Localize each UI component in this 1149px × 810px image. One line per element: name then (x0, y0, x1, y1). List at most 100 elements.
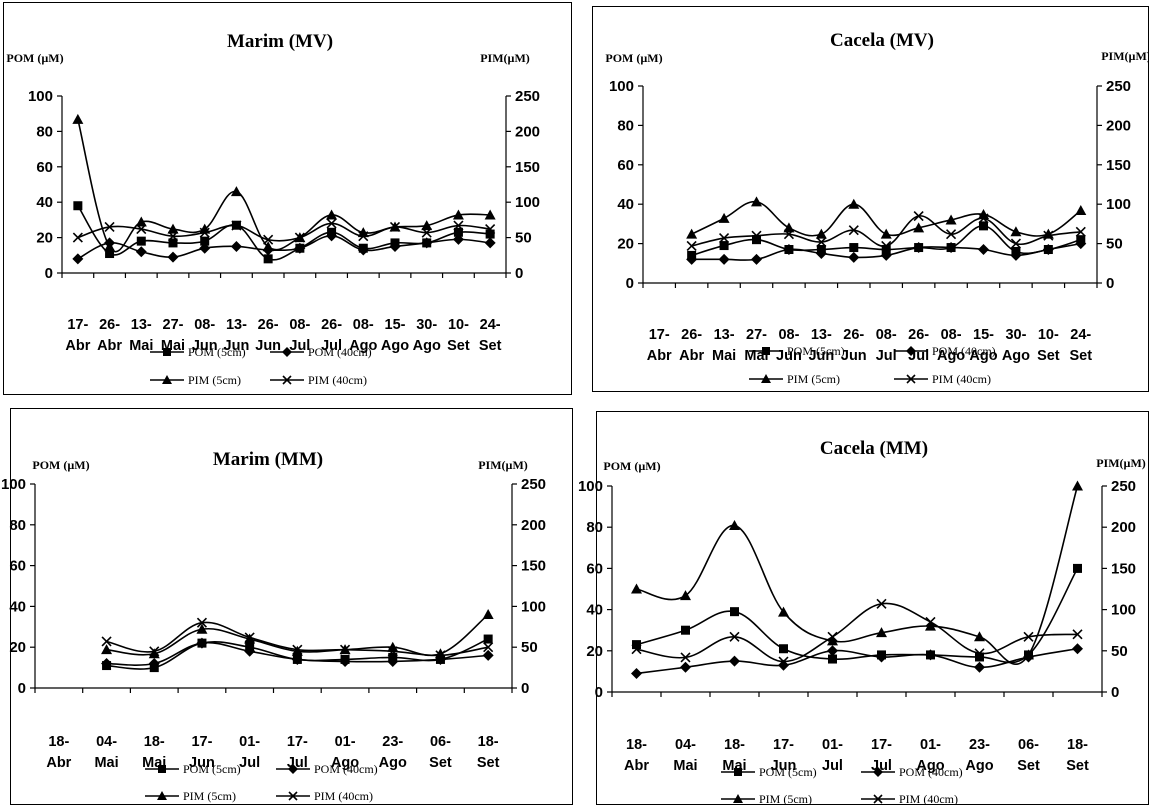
data-point (167, 231, 179, 242)
x-tick-label: 17- Abr (647, 327, 672, 364)
y-tick-label: 100 (28, 88, 53, 105)
data-point (1042, 244, 1054, 256)
x-tick-label-day: 30- (1005, 327, 1026, 343)
data-point (686, 240, 697, 252)
x-tick-label-month: Abr (624, 758, 649, 774)
data-point (1023, 649, 1034, 660)
series-pom-40cm (101, 637, 494, 670)
y2-tick-label: 0 (1111, 684, 1119, 701)
data-point (167, 223, 179, 234)
x-tick-label: 08- Jul (876, 327, 897, 364)
y2-tick-label: 100 (521, 598, 546, 615)
data-point (1075, 238, 1087, 250)
x-tick-label-month: Mai (673, 758, 697, 774)
data-point (718, 212, 730, 223)
x-tick-label: 26- Jun (841, 327, 867, 364)
y2-tick-label: 100 (515, 194, 540, 211)
data-point (294, 232, 305, 243)
data-point (326, 218, 337, 229)
x-tick-label-month: Ago (379, 755, 407, 771)
x-tick-label: 04- Mai (673, 737, 697, 774)
data-point (244, 632, 255, 643)
x-tick-label-month: Jun (189, 755, 215, 771)
legend-entry: POM (40cm) (894, 344, 996, 358)
data-point (263, 234, 274, 245)
x-tick-label: 13- Jun (808, 327, 834, 364)
data-point (1010, 249, 1022, 261)
x-tick-label: 26- Jul (321, 317, 342, 354)
x-tick-label-day: 10- (448, 317, 469, 333)
x-tick-label: 17- Jun (771, 737, 797, 774)
series-pim-40cm (72, 218, 496, 245)
x-tick-label-day: 17- (773, 737, 794, 753)
data-point (1010, 226, 1022, 237)
x-tick-label-month: Set (1017, 758, 1040, 774)
data-point (421, 237, 433, 249)
legend-entry: POM (5cm) (721, 765, 817, 779)
y2-axis-label: PIM(µM) (1096, 456, 1146, 470)
x-tick-label-day: 01- (822, 737, 843, 753)
data-point (1010, 238, 1021, 249)
y-axis-label: POM (µM) (32, 458, 89, 472)
data-point (389, 240, 401, 252)
x-tick-label-day: 24- (1070, 327, 1091, 343)
y2-tick-label: 100 (1111, 602, 1136, 619)
y2-tick-label: 250 (1106, 78, 1131, 95)
legend-marker (734, 768, 742, 776)
x-tick-label-month: Jul (876, 348, 897, 364)
x-tick-label: 26- Abr (97, 317, 122, 354)
data-point (244, 645, 256, 657)
x-tick-label: 08- Jul (289, 317, 310, 354)
data-point (484, 237, 496, 249)
legend-entry: PIM (5cm) (150, 373, 241, 387)
legend-marker (288, 764, 298, 774)
x-tick-label-day: 01- (239, 734, 260, 750)
x-tick-label-day: 26- (99, 317, 120, 333)
legend-entry: PIM (40cm) (276, 789, 373, 803)
data-point (880, 228, 892, 239)
series-line (636, 568, 1079, 664)
x-tick-label-month: Mai (94, 755, 118, 771)
data-point (631, 583, 642, 594)
data-point (751, 230, 762, 241)
legend-marker (282, 347, 292, 357)
data-point (231, 220, 242, 231)
data-point (484, 209, 496, 220)
data-point (453, 227, 463, 237)
y2-tick-label: 250 (515, 88, 540, 105)
data-point (294, 242, 306, 254)
data-point (848, 251, 860, 263)
legend-marker (733, 794, 743, 803)
x-tick-label-month: Jul (289, 338, 310, 354)
legend-marker (873, 767, 883, 777)
data-point (848, 198, 860, 209)
x-tick-label-day: 18- (1067, 737, 1088, 753)
data-point (632, 640, 641, 650)
data-point (72, 113, 84, 124)
x-tick-label-day: 23- (969, 737, 990, 753)
x-tick-label-month: Jun (841, 348, 867, 364)
data-point (719, 241, 729, 251)
y-tick-label: 0 (18, 680, 26, 697)
data-point (483, 642, 494, 653)
series-pim-40cm (686, 210, 1086, 252)
x-tick-label-day: 17- (191, 734, 212, 750)
data-point (358, 231, 369, 242)
y-tick-label: 40 (586, 602, 603, 619)
legend-entry: PIM (5cm) (749, 372, 840, 386)
y-tick-label: 80 (586, 519, 603, 536)
data-point (680, 590, 691, 601)
data-point (880, 249, 892, 261)
data-point (876, 598, 887, 609)
x-tick-label-month: Jun (776, 348, 802, 364)
x-tick-label-month: Jun (255, 338, 281, 354)
chart-title: Marim (MM) (213, 449, 323, 470)
legend-entry: PIM (5cm) (145, 789, 236, 803)
x-tick-label: 24- Set (1069, 327, 1092, 364)
x-tick-label-month: Set (1037, 348, 1060, 364)
data-point (196, 623, 208, 634)
x-tick-label: 06- Set (429, 734, 452, 771)
x-tick-label-day: 08- (941, 327, 962, 343)
y-tick-label: 80 (36, 123, 53, 140)
data-point (291, 653, 303, 665)
